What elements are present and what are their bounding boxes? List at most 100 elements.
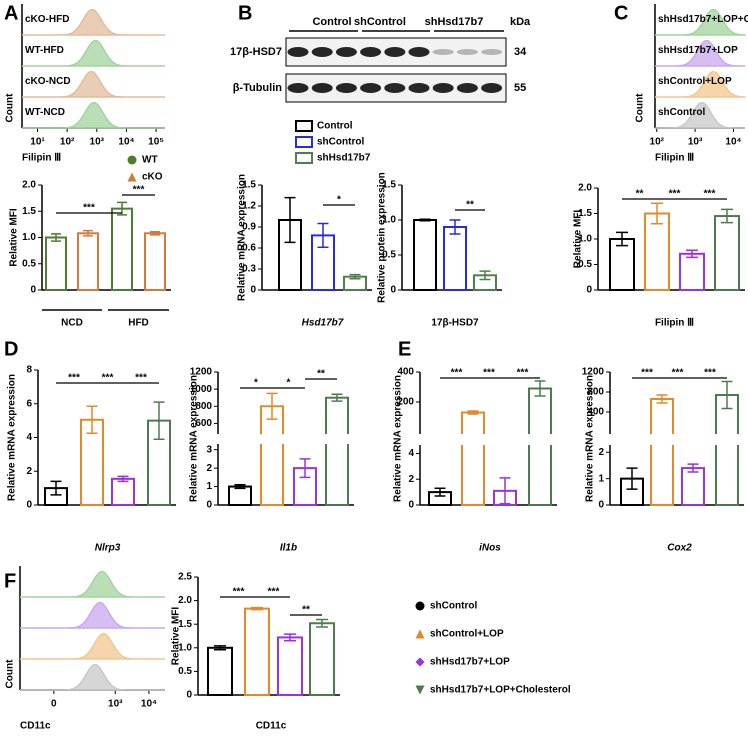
error-bar	[117, 475, 129, 483]
significance: ***	[135, 373, 147, 384]
y-tick-label: 400	[587, 407, 604, 418]
histogram	[20, 663, 165, 691]
panel-label: A	[4, 2, 18, 24]
bar	[609, 238, 635, 291]
y-tick-label: 1.5	[178, 619, 192, 630]
band	[384, 83, 406, 93]
bar	[207, 646, 233, 696]
histogram	[20, 570, 165, 598]
y-tick-label: 2.0	[22, 180, 36, 191]
track-label: WT-HFD	[25, 45, 64, 56]
y-tick-label: 2	[206, 463, 212, 474]
lane-label: Control	[312, 16, 351, 28]
legend-marker	[415, 601, 425, 611]
legend-marker	[415, 657, 425, 667]
y-tick-label: 0	[206, 500, 212, 511]
y-axis-label: Relative mRNA expression	[7, 374, 18, 501]
y-tick-label: 600	[195, 418, 212, 429]
category-label: HFD	[128, 318, 149, 329]
y-axis-label: Relative mRNA expression	[189, 375, 200, 502]
track-label: WT-NCD	[25, 107, 65, 118]
significance: *	[254, 378, 258, 389]
band	[384, 47, 406, 57]
y-tick-label: 1.2	[242, 201, 256, 212]
y-tick-label: 1.5	[242, 180, 256, 191]
axis-break	[607, 434, 745, 445]
significance: **	[636, 189, 644, 200]
y-tick-label: 1	[206, 481, 212, 492]
error-bar	[153, 401, 165, 440]
y-tick-label: 1.0	[22, 232, 36, 243]
bar	[144, 232, 166, 292]
band	[456, 49, 478, 55]
error-bar	[419, 218, 431, 222]
y-tick-label: 2	[26, 466, 32, 477]
x-tick-label: 10⁴	[118, 137, 134, 148]
legend-label: WT	[142, 155, 158, 166]
y-tick-label: 0	[26, 500, 32, 511]
y-tick-label: 1000	[190, 384, 213, 395]
x-tick-label: 10¹	[30, 137, 45, 148]
category-label: Cox2	[667, 543, 692, 554]
band	[408, 47, 430, 57]
significance: **	[317, 369, 325, 380]
error-bar	[51, 233, 61, 242]
band	[481, 49, 503, 55]
x-axis-label: CD11c	[20, 721, 51, 732]
error-bar	[651, 202, 663, 225]
bar	[77, 232, 99, 292]
y-tick-label: 1.0	[178, 642, 192, 653]
bands	[287, 47, 503, 93]
significance: ***	[268, 587, 280, 598]
y-tick-label: 400	[397, 367, 414, 378]
legend-label: cKO	[142, 172, 163, 183]
y-tick-label: 0	[598, 500, 604, 511]
category-label: 17β-HSD7	[431, 318, 479, 329]
error-bar	[656, 394, 668, 404]
bar	[277, 636, 303, 697]
x-tick-label: 10⁴	[725, 137, 741, 148]
y-tick-label: 1.5	[22, 206, 36, 217]
bar	[443, 226, 467, 291]
y-tick-label: 800	[195, 401, 212, 412]
band	[335, 47, 357, 57]
y-tick-label: 4	[408, 448, 414, 459]
legend-marker	[295, 120, 313, 132]
panel-label: D	[4, 338, 18, 360]
band	[287, 47, 309, 57]
kda-label: 34	[514, 46, 527, 58]
significance: **	[466, 200, 474, 211]
band	[311, 47, 333, 57]
y-tick-label: 0.9	[242, 222, 256, 233]
legend-marker	[295, 152, 313, 164]
category-label: Il1b	[280, 543, 297, 554]
y-tick-label: 1	[598, 473, 604, 484]
legend-label: Control	[317, 121, 353, 132]
y-axis-label: Count	[635, 93, 646, 123]
bar	[45, 236, 67, 291]
category-label: NCD	[61, 318, 83, 329]
row-label: β-Tubulin	[233, 82, 283, 94]
error-bar	[214, 645, 226, 651]
y-axis-label: Relative mRNA expression	[393, 375, 404, 502]
y-tick-label: 0.5	[578, 259, 592, 270]
y-tick-label: 4	[26, 432, 32, 443]
y-tick-label: 0	[390, 285, 396, 296]
y-tick-label: 2.0	[178, 595, 192, 606]
y-tick-label: 0	[250, 285, 256, 296]
bar	[650, 398, 674, 506]
western-blot: Control shControl shHsd17b7 kDa 17β-HSD7…	[230, 16, 531, 103]
category-label: Nlrp3	[95, 543, 121, 554]
significance: ***	[669, 189, 681, 200]
error-bar	[626, 467, 638, 490]
y-tick-label: 0	[30, 285, 36, 296]
y-tick-label: 1200	[582, 367, 605, 378]
y-axis-label: Relative mRNA expression	[585, 375, 596, 502]
y-axis-label: Relative MFI	[573, 210, 584, 269]
track-label: shControl	[658, 107, 705, 118]
significance: ***	[68, 373, 80, 384]
significance: ***	[517, 368, 529, 379]
significance: *	[337, 195, 341, 206]
band	[432, 83, 454, 93]
